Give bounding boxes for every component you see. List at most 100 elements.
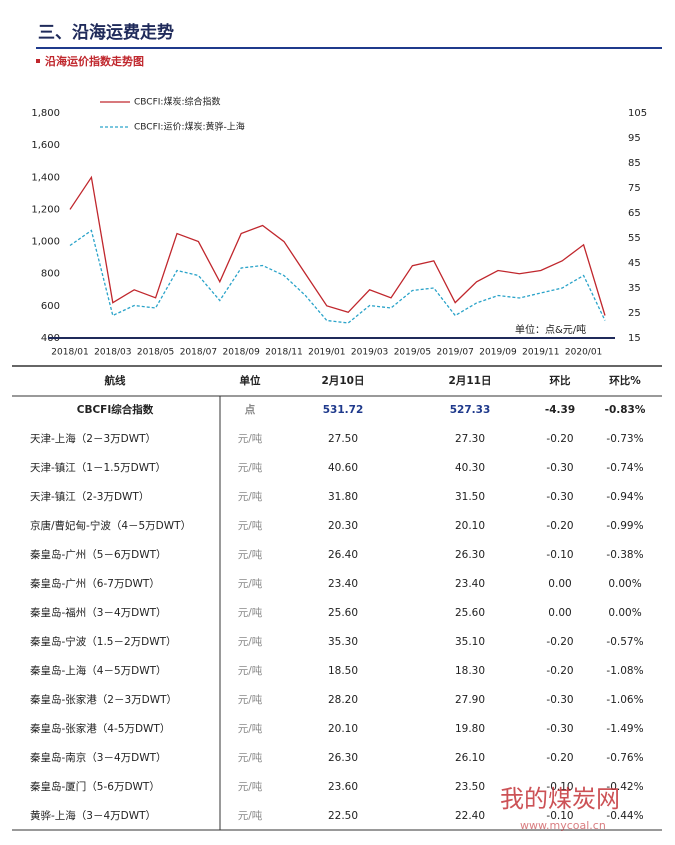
table-cell: 秦皇岛-上海（4－5万DWT）: [30, 664, 167, 677]
annotation: 单位：点&元/吨: [515, 323, 586, 336]
y2-tick-label: 95: [628, 133, 641, 144]
table-cell: -0.94%: [606, 491, 643, 503]
legend-label: CBCFI:运价:煤炭:黄骅-上海: [134, 121, 245, 133]
table-cell: 26.10: [455, 752, 485, 764]
table-cell: 元/吨: [238, 751, 263, 764]
table-cell: 0.00%: [608, 578, 641, 590]
table-cell: -0.57%: [606, 636, 643, 648]
table-cell: 40.30: [455, 462, 485, 474]
table-cell: 京唐/曹妃甸-宁波（4－5万DWT）: [30, 519, 191, 532]
table-cell: 黄骅-上海（3－4万DWT）: [30, 809, 156, 822]
table-cell: -0.20: [546, 433, 573, 445]
x-tick-label: 2019/07: [437, 348, 474, 358]
y2-tick-label: 35: [628, 283, 641, 294]
table-cell: -0.30: [546, 462, 573, 474]
table-cell: 25.60: [328, 607, 358, 619]
table-cell: 元/吨: [238, 780, 263, 793]
series-line: [69, 175, 606, 316]
y2-tick-label: 45: [628, 258, 641, 269]
table-cell: 秦皇岛-张家港（4-5万DWT）: [30, 722, 170, 735]
table-cell: 20.10: [328, 723, 358, 735]
table-cell: 天津-上海（2－3万DWT）: [30, 432, 156, 445]
table-cell: -1.49%: [606, 723, 643, 735]
x-tick-label: 2020/01: [565, 348, 602, 358]
y2-tick-label: 25: [628, 308, 641, 319]
table-cell: -0.44%: [606, 810, 643, 822]
table-cell: 元/吨: [238, 577, 263, 590]
x-tick-label: 2018/07: [180, 348, 217, 358]
table-cell: -0.10: [546, 549, 573, 561]
table-cell: -0.30: [546, 491, 573, 503]
table-cell: 0.00: [548, 578, 571, 590]
table-cell: 0.00: [548, 607, 571, 619]
table-cell: 点: [245, 403, 256, 416]
table-cell: 元/吨: [238, 809, 263, 822]
y-tick-label: 1,400: [31, 172, 60, 183]
table-cell: -1.06%: [606, 694, 643, 706]
y2-tick-label: 15: [628, 333, 641, 344]
table-cell: 元/吨: [238, 664, 263, 677]
table-cell: 秦皇岛-南京（3－4万DWT）: [30, 751, 167, 764]
table-cell: 28.20: [328, 694, 358, 706]
watermark-url: www.mycoal.cn: [520, 819, 606, 832]
x-tick-label: 2018/05: [137, 348, 174, 358]
x-tick-label: 2019/11: [522, 348, 559, 358]
y-tick-label: 1,800: [31, 108, 60, 119]
table-cell: 18.50: [328, 665, 358, 677]
table-cell: 秦皇岛-广州（5－6万DWT）: [30, 548, 167, 561]
table-cell: 元/吨: [238, 693, 263, 706]
table-cell: 19.80: [455, 723, 485, 735]
table-cell: -1.08%: [606, 665, 643, 677]
table-cell: 元/吨: [238, 519, 263, 532]
table-cell: 27.50: [328, 433, 358, 445]
table-cell: 22.40: [455, 810, 485, 822]
table-header: 2月10日: [322, 375, 365, 387]
x-tick-label: 2018/11: [265, 348, 302, 358]
table-cell: -0.83%: [605, 404, 646, 416]
table-cell: 秦皇岛-张家港（2－3万DWT）: [30, 693, 177, 706]
table-cell: 元/吨: [238, 432, 263, 445]
table-cell: 秦皇岛-厦门（5-6万DWT）: [30, 780, 160, 793]
table-header: 环比: [550, 374, 571, 387]
table-cell: 531.72: [323, 404, 364, 416]
table-cell: 天津-镇江（1－1.5万DWT）: [30, 461, 166, 474]
y2-tick-label: 65: [628, 208, 641, 219]
table-header: 单位: [240, 374, 261, 387]
table-cell: -0.73%: [606, 433, 643, 445]
table-cell: -0.20: [546, 636, 573, 648]
table-header: 航线: [105, 374, 126, 387]
table-cell: 元/吨: [238, 461, 263, 474]
x-tick-label: 2019/05: [394, 348, 431, 358]
table-cell: 元/吨: [238, 490, 263, 503]
x-tick-label: 2019/09: [479, 348, 517, 358]
x-tick-label: 2019/03: [351, 348, 388, 358]
table-cell: 27.90: [455, 694, 485, 706]
table-cell: 20.10: [455, 520, 485, 532]
table-cell: 40.60: [328, 462, 358, 474]
table-cell: -0.20: [546, 520, 573, 532]
table-cell: 25.60: [455, 607, 485, 619]
table-cell: -0.42%: [606, 781, 643, 793]
table-cell: 元/吨: [238, 722, 263, 735]
table-cell: 23.40: [455, 578, 485, 590]
y2-tick-label: 85: [628, 158, 641, 169]
table-cell: 天津-镇江（2-3万DWT）: [30, 490, 149, 503]
table-cell: -4.39: [545, 404, 575, 416]
table-cell: 27.30: [455, 433, 485, 445]
title: 三、沿海运费走势: [38, 22, 174, 43]
y-tick-label: 1,600: [31, 140, 60, 151]
y2-tick-label: 75: [628, 183, 641, 194]
x-tick-label: 2018/03: [94, 348, 131, 358]
bullet: [36, 59, 40, 63]
y-tick-label: 600: [41, 301, 60, 312]
table-cell: 31.80: [328, 491, 358, 503]
table-cell: 26.40: [328, 549, 358, 561]
table-cell: -0.10: [546, 810, 573, 822]
table-cell: 18.30: [455, 665, 485, 677]
table-cell: 23.50: [455, 781, 485, 793]
series-line: [69, 229, 606, 324]
y-tick-label: 1,200: [31, 204, 60, 215]
table-cell: -0.30: [546, 694, 573, 706]
x-tick-label: 2018/09: [223, 348, 261, 358]
